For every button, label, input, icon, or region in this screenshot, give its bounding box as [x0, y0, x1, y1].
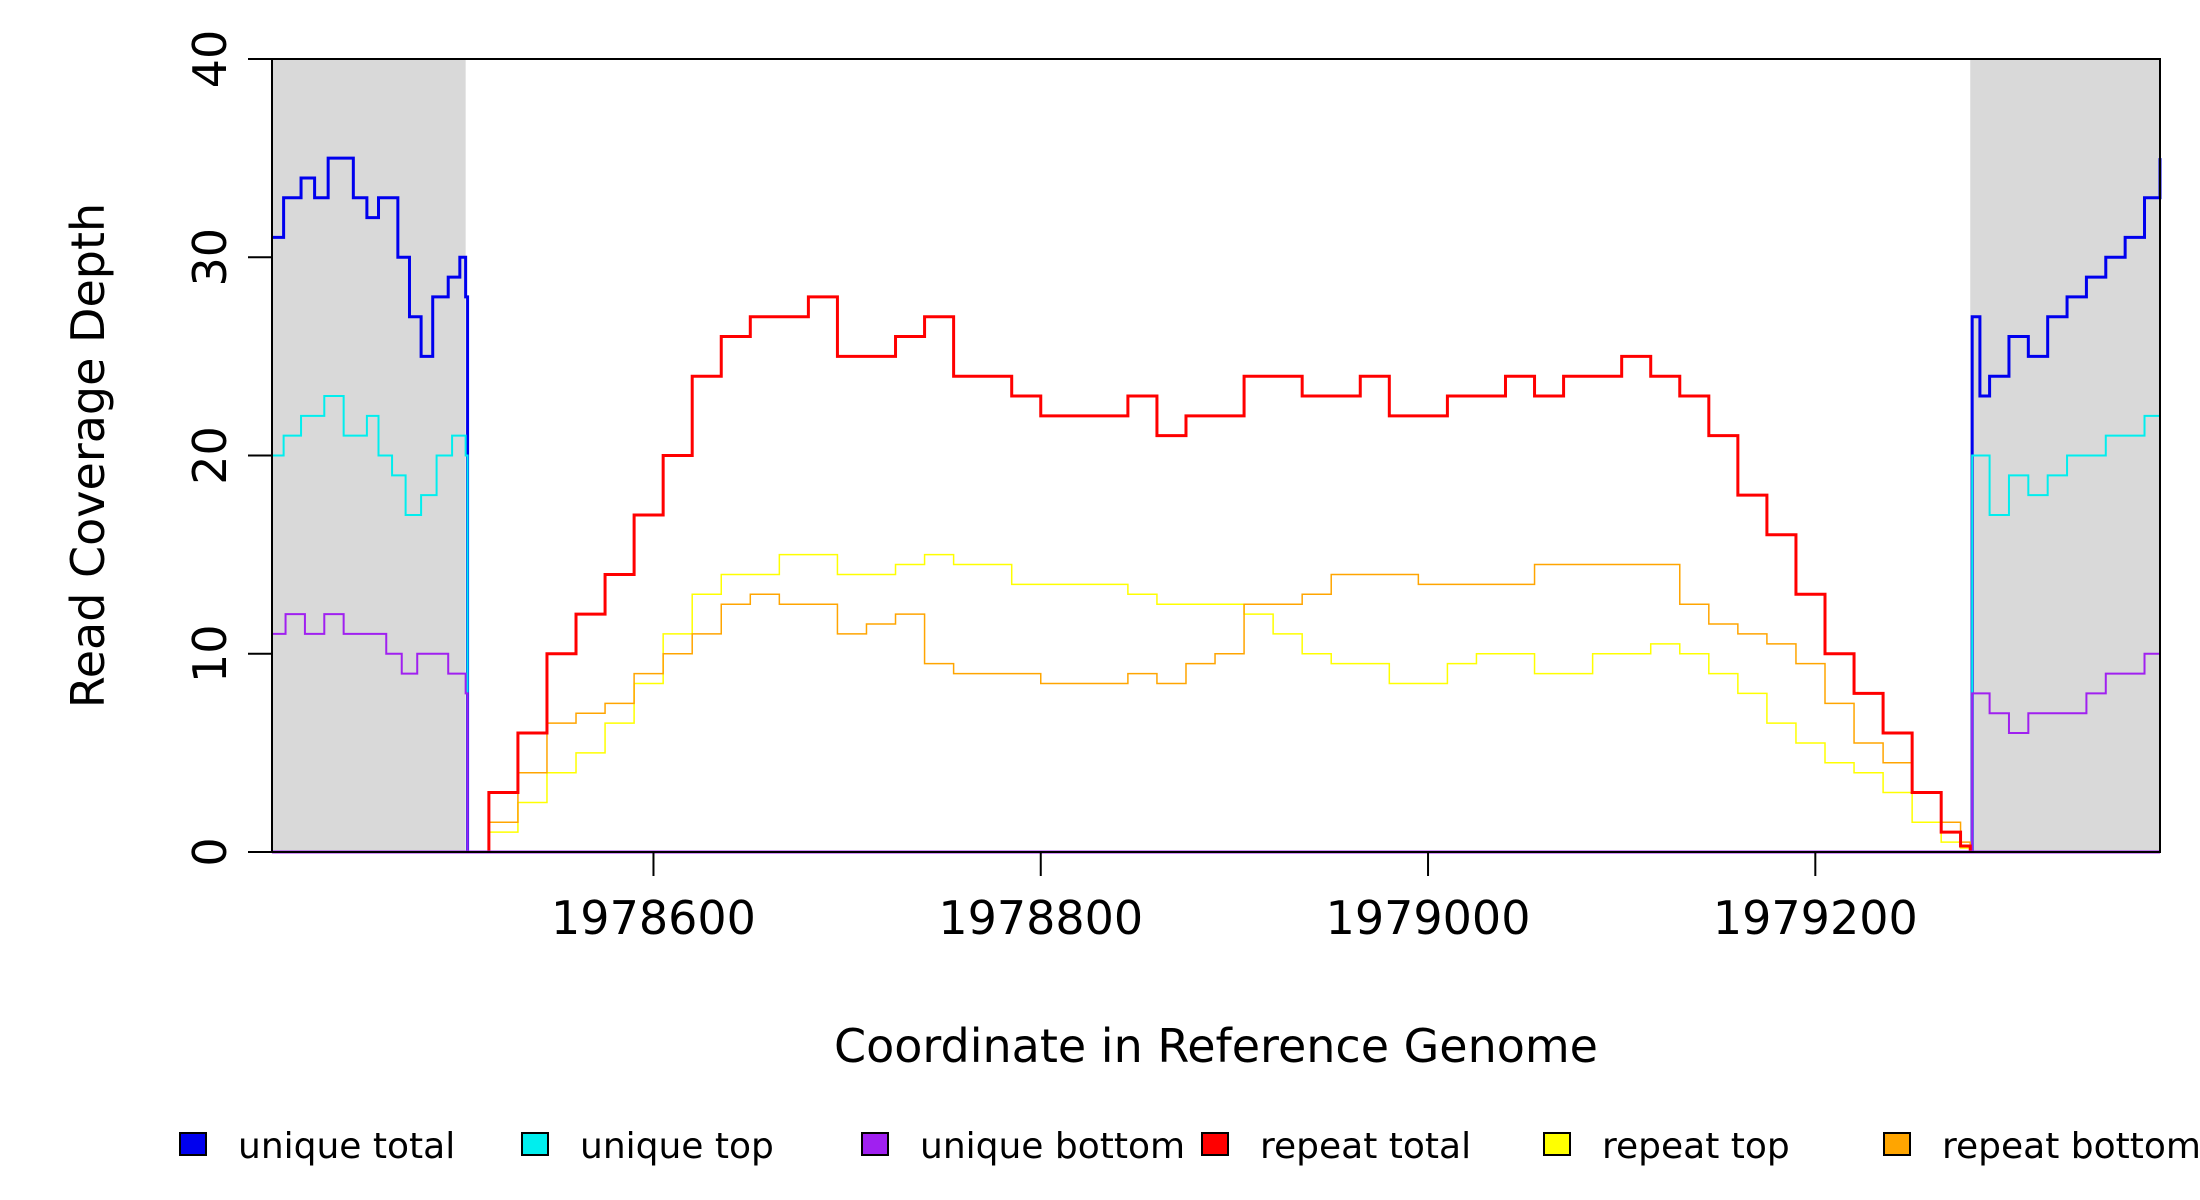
series-line-unique-total	[272, 156, 2162, 854]
shaded-region-1	[272, 59, 466, 852]
legend-label: unique top	[580, 1126, 774, 1167]
legend-label: repeat total	[1260, 1126, 1471, 1167]
x-axis: 1978600 1978800 1979000 1979200	[551, 852, 1918, 945]
legend-swatch	[179, 1132, 207, 1156]
series-line-repeat-bottom	[465, 563, 1971, 853]
series-line-unique-bottom	[272, 613, 2161, 853]
legend-label: repeat bottom	[1942, 1126, 2200, 1167]
legend-label: unique total	[238, 1126, 455, 1167]
y-tick-label: 30	[183, 228, 237, 287]
legend-label: unique bottom	[920, 1126, 1185, 1167]
series-line-repeat-top	[465, 553, 1971, 853]
x-tick-label: 1979000	[1326, 891, 1531, 945]
legend-item-repeat-top: repeat top	[1543, 1126, 1790, 1167]
y-tick-label: 0	[183, 837, 237, 866]
y-axis-label: Read Coverage Depth	[61, 203, 115, 708]
legend-item-unique-bottom: unique bottom	[861, 1126, 1185, 1167]
legend-swatch	[521, 1132, 549, 1156]
legend-swatch	[1201, 1132, 1229, 1156]
legend-label: repeat top	[1602, 1126, 1790, 1167]
series-line-unique-top	[272, 395, 2161, 853]
series-line-repeat-total	[465, 295, 1972, 854]
legend-item-repeat-total: repeat total	[1201, 1126, 1471, 1167]
y-tick-label: 10	[183, 624, 237, 683]
x-tick-label: 1978600	[551, 891, 756, 945]
series-lines	[272, 156, 2162, 854]
x-axis-label: Coordinate in Reference Genome	[834, 1019, 1598, 1073]
shaded-regions	[272, 59, 2160, 852]
legend-swatch	[1883, 1132, 1911, 1156]
legend-item-unique-top: unique top	[521, 1126, 774, 1167]
legend-item-repeat-bottom: repeat bottom	[1883, 1126, 2200, 1167]
x-tick-label: 1978800	[938, 891, 1143, 945]
plot-frame	[271, 58, 2161, 853]
x-tick-label: 1979200	[1713, 891, 1918, 945]
legend-item-unique-total: unique total	[179, 1126, 455, 1167]
y-tick-label: 20	[183, 426, 237, 485]
legend-swatch	[1543, 1132, 1571, 1156]
shaded-region-2	[1970, 59, 2160, 852]
legend: unique total unique top unique bottom repea…	[179, 1126, 2200, 1167]
y-axis: 0 10 20 30 40	[183, 30, 273, 867]
y-tick-label: 40	[183, 30, 237, 89]
legend-swatch	[861, 1132, 889, 1156]
